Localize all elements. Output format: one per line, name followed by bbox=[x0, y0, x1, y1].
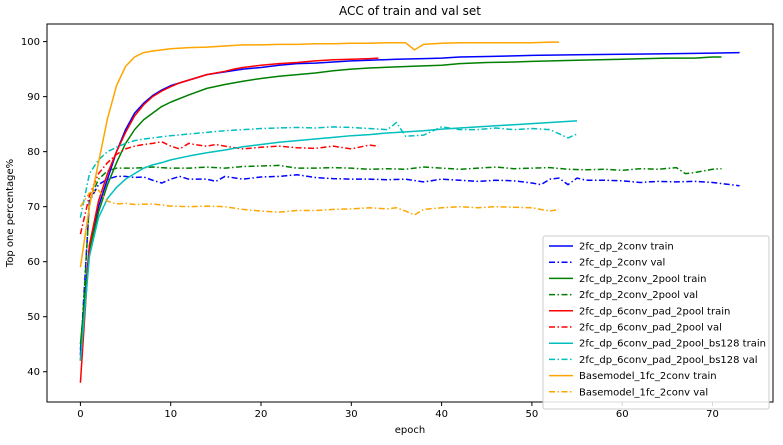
x-tick-label: 50 bbox=[526, 409, 539, 420]
y-axis-label: Top one percentage% bbox=[5, 159, 16, 268]
legend-label: Basemodel_1fc_2conv train bbox=[579, 371, 717, 382]
x-tick-label: 60 bbox=[616, 409, 629, 420]
legend-label: 2fc_dp_6conv_pad_2pool train bbox=[579, 306, 730, 317]
chart-title: ACC of train and val set bbox=[339, 4, 481, 18]
y-tick-label: 60 bbox=[27, 257, 40, 268]
series-line-6 bbox=[79, 141, 379, 235]
series-line-1 bbox=[79, 51, 740, 350]
x-tick-label: 40 bbox=[435, 409, 448, 420]
legend-label: 2fc_dp_2conv_2pool val bbox=[579, 290, 698, 301]
legend-label: 2fc_dp_2conv train bbox=[579, 242, 674, 253]
y-tick-label: 100 bbox=[21, 37, 40, 48]
x-tick-label: 30 bbox=[345, 409, 358, 420]
x-tick-label: 10 bbox=[164, 409, 177, 420]
x-tick-label: 70 bbox=[706, 409, 719, 420]
y-axis: 40 50 60 70 80 90 100 bbox=[21, 37, 47, 378]
series-line-8 bbox=[79, 121, 578, 218]
legend-label: Basemodel_1fc_2conv val bbox=[579, 387, 708, 398]
legend-box bbox=[542, 235, 770, 410]
y-tick-label: 70 bbox=[27, 202, 40, 213]
series-line-9 bbox=[79, 41, 559, 268]
y-tick-label: 80 bbox=[27, 147, 40, 158]
series-line-2 bbox=[79, 174, 740, 356]
series-line-5 bbox=[79, 57, 379, 383]
legend: 2fc_dp_2conv train 2fc_dp_2conv val 2fc_dp… bbox=[542, 235, 770, 410]
series-line-7 bbox=[79, 120, 578, 361]
y-tick-label: 50 bbox=[27, 312, 40, 323]
legend-label: 2fc_dp_2conv val bbox=[579, 258, 665, 269]
x-axis-label: epoch bbox=[395, 425, 425, 436]
legend-label: 2fc_dp_6conv_pad_2pool_bs128 train bbox=[579, 339, 766, 350]
y-tick-label: 40 bbox=[27, 367, 40, 378]
legend-label: 2fc_dp_2conv_2pool train bbox=[579, 274, 707, 285]
series-line-3 bbox=[79, 56, 722, 345]
plot-frame bbox=[46, 23, 774, 403]
x-tick-label: 20 bbox=[255, 409, 268, 420]
legend-label: 2fc_dp_6conv_pad_2pool_bs128 val bbox=[579, 355, 758, 366]
x-tick-label: 0 bbox=[77, 409, 83, 420]
y-tick-label: 90 bbox=[27, 92, 40, 103]
series-line-10 bbox=[79, 189, 560, 216]
series-line-4 bbox=[79, 164, 722, 361]
legend-label: 2fc_dp_6conv_pad_2pool val bbox=[579, 323, 722, 334]
